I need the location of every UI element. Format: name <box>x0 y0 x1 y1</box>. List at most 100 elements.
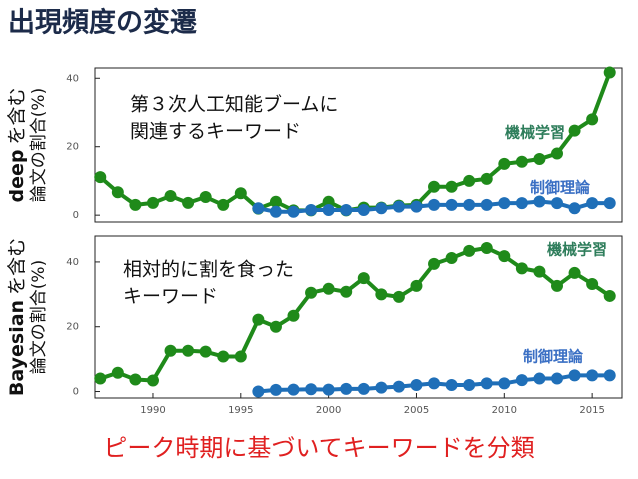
point <box>410 279 423 292</box>
point <box>515 262 528 275</box>
point <box>533 265 546 278</box>
y-axis-label-line: 論文の割合(%) <box>29 88 49 202</box>
point <box>533 195 546 208</box>
point <box>269 320 282 333</box>
point <box>551 279 564 292</box>
point <box>463 379 476 392</box>
series-label: 機械学習 <box>505 124 565 142</box>
point <box>603 289 616 302</box>
point <box>199 345 212 358</box>
point <box>305 204 318 217</box>
point <box>129 373 142 386</box>
point <box>146 196 159 209</box>
point <box>287 205 300 218</box>
point <box>182 196 195 209</box>
point <box>322 282 335 295</box>
point <box>129 198 142 211</box>
point <box>357 204 370 217</box>
point <box>111 186 124 199</box>
y-tick-label: 0 <box>73 210 79 221</box>
point <box>498 250 511 263</box>
point <box>586 113 599 126</box>
annotation: キーワード <box>123 286 218 308</box>
point <box>515 155 528 168</box>
point <box>269 195 282 208</box>
point <box>445 379 458 392</box>
point <box>375 288 388 301</box>
point <box>428 180 441 193</box>
point <box>111 366 124 379</box>
point <box>428 377 441 390</box>
y-tick-label: 40 <box>66 257 79 268</box>
point <box>480 377 493 390</box>
point <box>428 257 441 270</box>
point <box>410 200 423 213</box>
point <box>586 197 599 210</box>
point <box>164 344 177 357</box>
point <box>199 191 212 204</box>
point <box>357 272 370 285</box>
point <box>287 383 300 396</box>
slide-title: 出現頻度の変遷 <box>8 7 197 39</box>
point <box>217 350 230 363</box>
point <box>94 171 107 184</box>
point <box>603 369 616 382</box>
y-axis-label-line: 論文の割合(%) <box>29 260 49 374</box>
y-axis-label: deep を含む 論文の割合(%) <box>6 88 50 203</box>
point <box>357 382 370 395</box>
point <box>568 124 581 137</box>
point <box>269 205 282 218</box>
y-tick-label: 20 <box>66 322 79 333</box>
point <box>603 197 616 210</box>
x-tick-label: 1995 <box>228 405 253 416</box>
series-label: 制御理論 <box>530 179 591 197</box>
annotation: 第３次人工知能ブームに <box>130 93 338 116</box>
point <box>392 290 405 303</box>
point <box>234 187 247 200</box>
point <box>322 204 335 217</box>
point <box>252 385 265 398</box>
point <box>498 197 511 210</box>
point <box>445 180 458 193</box>
point <box>322 195 335 208</box>
x-tick-label: 2010 <box>492 405 517 416</box>
point <box>252 313 265 326</box>
point <box>445 252 458 265</box>
caption: ピーク時期に基づいてキーワードを分類 <box>103 434 534 462</box>
y-axis-label: Bayesian を含む 論文の割合(%) <box>6 238 50 396</box>
point <box>340 285 353 298</box>
point <box>533 153 546 166</box>
annotation: 相対的に割を食った <box>123 259 294 281</box>
y-axis-keyword: Bayesian <box>6 300 28 396</box>
point <box>551 197 564 210</box>
point <box>340 382 353 395</box>
point <box>428 198 441 211</box>
point <box>551 147 564 160</box>
point <box>515 197 528 210</box>
x-tick-label: 2005 <box>404 405 429 416</box>
point <box>463 174 476 187</box>
point <box>305 286 318 299</box>
point <box>269 383 282 396</box>
point <box>252 202 265 215</box>
series-label: 機械学習 <box>547 241 607 259</box>
point <box>164 189 177 202</box>
point <box>551 372 564 385</box>
x-tick-label: 2000 <box>316 405 341 416</box>
y-tick-label: 0 <box>73 387 79 398</box>
point <box>463 198 476 211</box>
point <box>94 372 107 385</box>
point <box>146 374 159 387</box>
point <box>498 377 511 390</box>
y-tick-label: 20 <box>66 142 79 153</box>
point <box>392 200 405 213</box>
y-axis-keyword: deep <box>6 150 28 203</box>
point <box>568 202 581 215</box>
point <box>463 244 476 257</box>
point <box>287 309 300 322</box>
point <box>375 202 388 215</box>
plot-frame <box>94 67 623 223</box>
x-tick-label: 2015 <box>579 405 604 416</box>
point <box>568 266 581 279</box>
